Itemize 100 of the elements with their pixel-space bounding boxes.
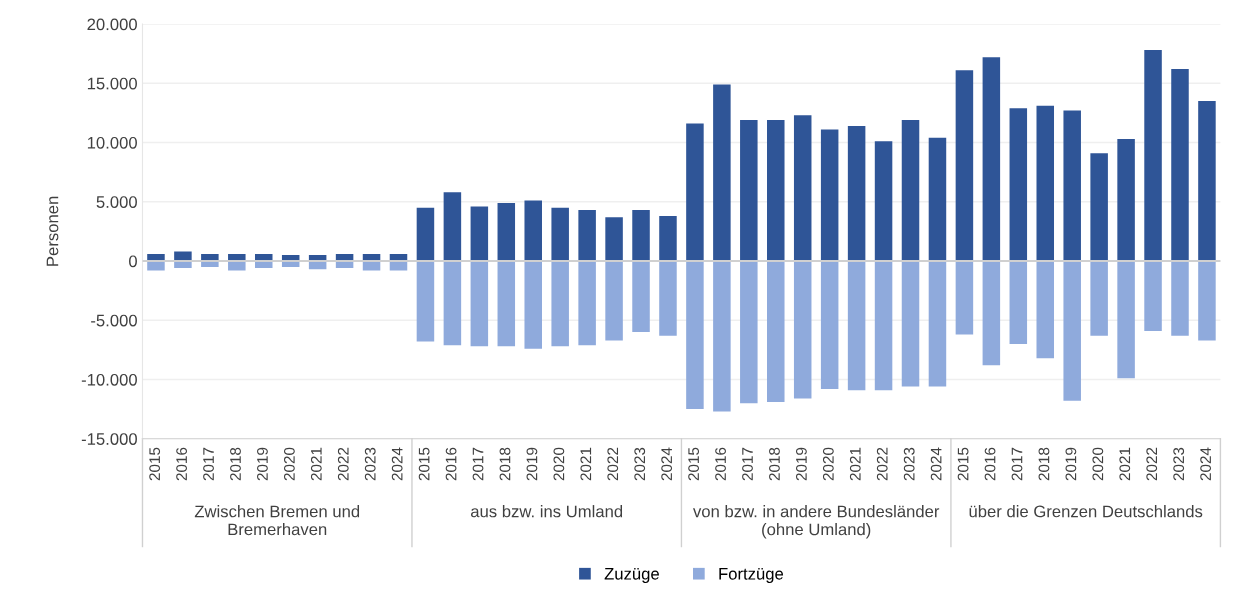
bar xyxy=(1171,261,1189,336)
bar xyxy=(767,120,785,262)
bar xyxy=(740,120,758,262)
bar xyxy=(713,261,731,412)
bar xyxy=(820,129,839,262)
x-tick-label: 2020 xyxy=(822,447,834,481)
bar xyxy=(713,84,731,262)
x-tick-label: 2018 xyxy=(769,447,780,481)
text: von bzw. in andere Bundesländer (ohne Umland) xyxy=(693,505,940,539)
bar xyxy=(1198,101,1216,262)
bar xyxy=(1117,261,1135,379)
x-tick-label: 2015 xyxy=(688,447,700,481)
x-tick-label: 2018 xyxy=(1038,447,1050,481)
x-tick-label: 2017 xyxy=(1011,447,1023,481)
bar xyxy=(767,261,785,402)
text: aus bzw. ins Umland xyxy=(471,505,623,518)
y-tick-label: -15.000 xyxy=(81,433,137,445)
x-tick-label: 2021 xyxy=(310,447,322,481)
bar xyxy=(551,207,569,262)
bar xyxy=(578,261,596,346)
x-tick-label: 2015 xyxy=(418,447,430,481)
bar xyxy=(605,261,623,341)
x-tick-label: 2023 xyxy=(1173,447,1185,481)
x-tick-label: 2023 xyxy=(903,447,915,481)
x-tick-label: 2019 xyxy=(796,447,807,481)
x-tick-label: 2020 xyxy=(283,447,295,481)
x-tick-label: 2023 xyxy=(364,447,376,481)
bar xyxy=(1036,105,1055,262)
bar xyxy=(928,261,947,387)
bar xyxy=(686,261,704,410)
bar xyxy=(740,261,758,404)
bar xyxy=(443,261,462,346)
bar xyxy=(659,215,677,262)
x-tick-label: 2017 xyxy=(472,447,484,481)
bar xyxy=(1063,110,1081,262)
x-tick-label: 2023 xyxy=(634,447,646,481)
bar xyxy=(1144,261,1162,331)
bar xyxy=(874,261,893,391)
x-tick-label: 2015 xyxy=(149,447,161,481)
x-tick-label: 2016 xyxy=(445,447,457,481)
x-tick-label: 2021 xyxy=(580,447,592,481)
bar xyxy=(416,261,435,342)
x-tick-label: 2019 xyxy=(1065,447,1077,481)
bar xyxy=(955,261,974,335)
x-tick-label: 2021 xyxy=(1119,447,1131,481)
x-tick-label: 2021 xyxy=(849,447,861,481)
bar xyxy=(1090,153,1108,262)
bar xyxy=(1090,261,1108,336)
bar xyxy=(955,70,974,262)
bar xyxy=(982,261,1001,366)
x-tick-label: 2016 xyxy=(715,447,726,481)
bar xyxy=(686,123,704,262)
bar xyxy=(470,206,489,262)
bar xyxy=(1144,50,1162,262)
legend-label: Zuzüge xyxy=(604,568,659,583)
bar xyxy=(847,125,866,262)
y-tick-label: 15.000 xyxy=(87,77,137,90)
y-tick-label: 10.000 xyxy=(87,136,137,149)
bar xyxy=(524,261,542,349)
x-tick-label: 2017 xyxy=(742,447,753,481)
bar xyxy=(901,120,920,262)
bar xyxy=(578,210,596,262)
bar xyxy=(524,200,542,262)
bar xyxy=(847,261,866,391)
bar xyxy=(982,57,1001,262)
x-tick-label: 2024 xyxy=(930,447,942,481)
x-tick-label: 2020 xyxy=(553,447,565,481)
x-tick-label: 2018 xyxy=(230,447,241,481)
x-tick-label: 2017 xyxy=(203,447,214,481)
bar xyxy=(1009,261,1028,344)
bar xyxy=(793,115,812,262)
bar xyxy=(632,210,650,262)
bar xyxy=(874,141,893,262)
x-tick-label: 2019 xyxy=(526,447,538,481)
y-tick-label: 0 xyxy=(129,255,137,268)
bar xyxy=(497,261,516,347)
bar xyxy=(1036,261,1055,359)
legend-label: Fortzüge xyxy=(719,568,784,583)
x-tick-label: 2022 xyxy=(607,447,619,481)
x-tick-label: 2020 xyxy=(1092,447,1104,481)
y-axis-title: Personen xyxy=(46,196,59,266)
bar xyxy=(820,261,839,389)
x-tick-label: 2016 xyxy=(984,447,996,481)
bar xyxy=(632,261,650,333)
x-tick-label: 2015 xyxy=(957,447,969,481)
x-tick-label: 2022 xyxy=(1146,447,1158,481)
x-tick-label: 2022 xyxy=(337,447,349,481)
bar xyxy=(605,217,623,262)
bar xyxy=(901,261,920,387)
x-tick-label: 2019 xyxy=(257,447,268,481)
bar xyxy=(497,202,516,262)
bar xyxy=(1171,69,1189,262)
bar xyxy=(793,261,812,399)
bar xyxy=(470,261,489,347)
bar xyxy=(1117,138,1135,262)
bar xyxy=(416,207,435,262)
bar xyxy=(1063,261,1081,401)
bar xyxy=(551,261,569,347)
text: über die Grenzen Deutschlands xyxy=(969,505,1203,518)
text: Zwischen Bremen und Bremerhaven xyxy=(194,505,360,536)
